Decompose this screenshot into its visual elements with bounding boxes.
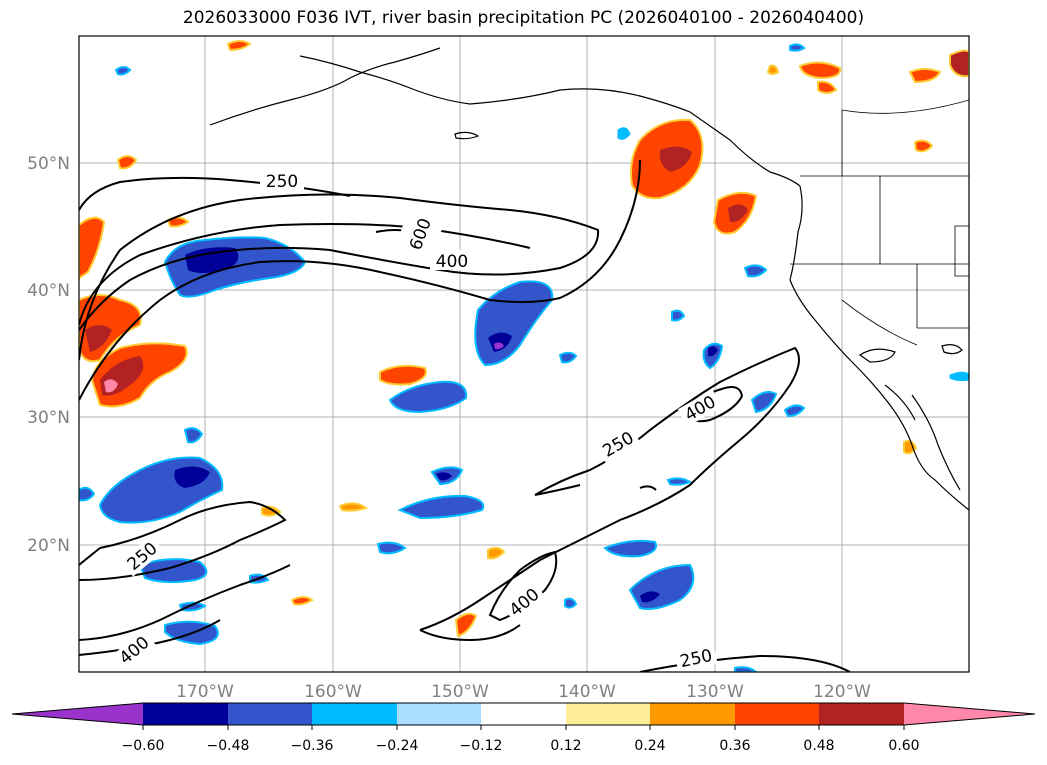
lon-label-140w: 140°W [558,682,616,702]
colorbar-tick-label: −0.36 [291,738,334,754]
lat-label-40: 40°N [27,281,70,301]
colorbar-segment-1 [143,703,228,725]
state-borders [790,99,969,346]
colorbar-tick-label: 0.36 [719,738,750,754]
colorbar-tick-label: 0.24 [634,738,665,754]
colorbar-segment-7 [650,703,735,725]
lon-label-120w: 120°W [813,682,871,702]
lat-label-50: 50°N [27,154,70,174]
colorbar-extend-min [12,703,143,725]
map-frame [78,35,970,673]
colorbar-tick-label: 0.48 [803,738,834,754]
latitude-labels: 50°N 40°N 30°N 20°N [27,154,70,556]
lon-label-150w: 150°W [431,682,489,702]
colorbar-segment-3 [312,703,397,725]
colorbar-ticks [142,725,905,730]
colorbar: −0.60 −0.48 −0.36 −0.24 −0.12 0.12 0.24 … [11,702,1036,754]
contour-labels: 250 600 400 400 250 250 400 400 250 [112,170,723,672]
colorbar-segment-9 [819,703,904,725]
colorbar-segment-6 [566,703,650,725]
map-area [79,36,969,672]
lon-label-160w: 160°W [304,682,362,702]
positive-pc-regions [79,40,969,638]
lat-label-20: 20°N [27,536,70,556]
contour-label-3: 400 [436,252,468,272]
colorbar-tick-label: −0.12 [460,738,503,754]
colorbar-tick-label: 0.12 [550,738,581,754]
colorbar-tick-label: −0.48 [207,738,250,754]
lon-label-170w: 170°W [176,682,234,702]
colorbar-tick-label: −0.24 [376,738,419,754]
colorbar-segment-5 [481,703,566,725]
colorbar-segment-4 [397,703,481,725]
coastlines [209,47,969,511]
colorbar-segment-8 [735,703,819,725]
longitude-labels: 170°W 160°W 150°W 140°W 130°W 120°W [176,682,871,702]
contour-label-1: 250 [266,172,298,192]
lon-label-130w: 130°W [686,682,744,702]
colorbar-segment-2 [228,703,312,725]
colorbar-tick-label: −0.60 [122,738,165,754]
lat-label-30: 30°N [27,408,70,428]
map-title: 2026033000 F036 IVT, river basin precipi… [182,8,865,28]
colorbar-tick-label: 0.60 [888,738,919,754]
colorbar-extend-max [904,703,1035,725]
